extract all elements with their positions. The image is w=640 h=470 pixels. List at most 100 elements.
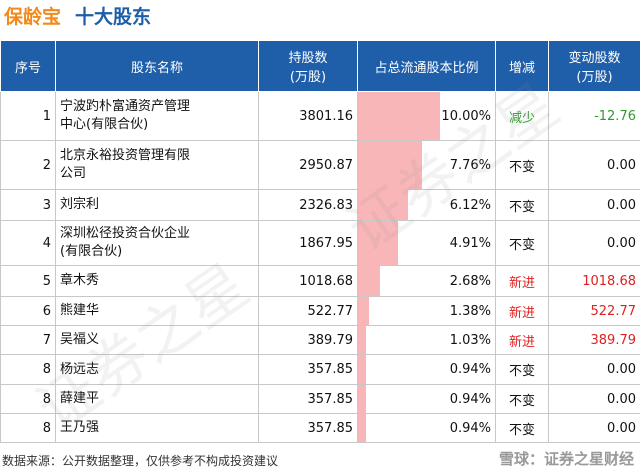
row: 8 薛建平 357.85 0.94% 不变 0.00: [0, 384, 640, 414]
change-shares-cell: 389.79: [548, 325, 640, 355]
ratio-bar: [358, 190, 409, 220]
row: 5 章木秀 1018.68 2.68% 新进 1018.68: [0, 265, 640, 297]
change-cell: 不变: [495, 413, 549, 443]
shares-cell: 2950.87: [258, 140, 358, 190]
ratio-bar: [358, 297, 370, 325]
no-cell: 3: [0, 189, 56, 221]
holder-name: 杨远志: [60, 361, 100, 377]
header-cell: 持股数 (万股): [258, 40, 358, 92]
shares-cell: 357.85: [258, 384, 358, 414]
no-cell: 1: [0, 91, 56, 141]
header-cell: 变动股数 (万股): [548, 40, 640, 92]
header-cell: 序号: [0, 40, 56, 92]
change-cell: 新进: [495, 296, 549, 326]
row: 4 深圳松径投资合伙企业(有限合伙) 1867.95 4.91% 不变 0.00: [0, 220, 640, 266]
change-shares-cell: 1018.68: [548, 265, 640, 297]
change-cell: 新进: [495, 325, 549, 355]
no-cell: 7: [0, 325, 56, 355]
name-cell: 刘宗利: [55, 189, 259, 221]
ratio-label: 7.76%: [449, 157, 491, 173]
ratio-bar: [358, 385, 366, 413]
change-cell: 新进: [495, 265, 549, 297]
name-cell: 杨远志: [55, 354, 259, 385]
ratio-label: 4.91%: [449, 235, 491, 251]
change-cell: 不变: [495, 354, 549, 385]
ratio-label: 0.94%: [449, 391, 491, 407]
ratio-cell: 0.94%: [357, 354, 496, 385]
no-cell: 8: [0, 354, 56, 385]
shares-cell: 389.79: [258, 325, 358, 355]
ratio-cell: 10.00%: [357, 91, 496, 141]
row: 8 王乃强 357.85 0.94% 不变 0.00: [0, 413, 640, 443]
name-cell: 深圳松径投资合伙企业(有限合伙): [55, 220, 259, 266]
ratio-cell: 6.12%: [357, 189, 496, 221]
change-cell: 不变: [495, 140, 549, 190]
holder-name: 宁波趵朴富通资产管理中心(有限合伙): [60, 99, 191, 132]
ratio-label: 0.94%: [449, 420, 491, 436]
ratio-cell: 0.94%: [357, 413, 496, 443]
shares-cell: 3801.16: [258, 91, 358, 141]
name-cell: 吴福义: [55, 325, 259, 355]
ratio-bar: [358, 414, 366, 442]
name-cell: 薛建平: [55, 384, 259, 414]
holder-name: 熊建华: [60, 303, 100, 318]
header-cell: 股东名称: [55, 40, 259, 92]
shares-cell: 2326.83: [258, 189, 358, 221]
change-cell: 不变: [495, 384, 549, 414]
ratio-cell: 1.38%: [357, 296, 496, 326]
change-cell: 减少: [495, 91, 549, 141]
row: 1 宁波趵朴富通资产管理中心(有限合伙) 3801.16 10.00% 减少 -12.76: [0, 91, 640, 141]
holder-name: 吴福义: [60, 332, 100, 347]
shares-cell: 1018.68: [258, 265, 358, 297]
ratio-bar: [358, 92, 440, 140]
change-shares-cell: 522.77: [548, 296, 640, 326]
ratio-bar: [358, 355, 366, 384]
no-cell: 2: [0, 140, 56, 190]
no-cell: 8: [0, 413, 56, 443]
change-shares-cell: 0.00: [548, 354, 640, 385]
topic: 十大股东: [75, 6, 152, 28]
name-cell: 宁波趵朴富通资产管理中心(有限合伙): [55, 91, 259, 141]
ratio-cell: 0.94%: [357, 384, 496, 414]
change-shares-cell: -12.76: [548, 91, 640, 141]
name-cell: 王乃强: [55, 413, 259, 443]
source-note: 数据来源：公开数据整理，仅供参考不构成投资建议: [2, 454, 279, 468]
header-cell: 增减: [495, 40, 549, 92]
ratio-label: 0.94%: [449, 362, 491, 377]
no-cell: 4: [0, 220, 56, 266]
holder-name: 章木秀: [60, 273, 100, 288]
change-shares-cell: 0.00: [548, 413, 640, 443]
holder-name: 深圳松径投资合伙企业(有限合伙): [60, 226, 191, 259]
company: 保龄宝: [4, 6, 62, 28]
change-shares-cell: 0.00: [548, 140, 640, 190]
ratio-bar: [358, 141, 422, 189]
ratio-cell: 4.91%: [357, 220, 496, 266]
shares-cell: 1867.95: [258, 220, 358, 266]
ratio-cell: 2.68%: [357, 265, 496, 297]
holder-name: 薛建平: [60, 391, 100, 406]
name-cell: 北京永裕投资管理有限公司: [55, 140, 259, 190]
holder-name: 北京永裕投资管理有限公司: [60, 148, 191, 181]
name-cell: 章木秀: [55, 265, 259, 297]
ratio-bar: [358, 266, 380, 296]
ratio-label: 1.38%: [449, 303, 491, 319]
shares-cell: 357.85: [258, 413, 358, 443]
shares-cell: 357.85: [258, 354, 358, 385]
holder-name: 王乃强: [60, 420, 100, 435]
brand: 雪球：证券之星财经: [498, 450, 634, 468]
change-shares-cell: 0.00: [548, 189, 640, 221]
ratio-bar: [358, 221, 399, 265]
change-shares-cell: 0.00: [548, 220, 640, 266]
row: 3 刘宗利 2326.83 6.12% 不变 0.00: [0, 189, 640, 221]
name-cell: 熊建华: [55, 296, 259, 326]
change-cell: 不变: [495, 189, 549, 221]
row: 8 杨远志 357.85 0.94% 不变 0.00: [0, 354, 640, 385]
no-cell: 5: [0, 265, 56, 297]
ratio-label: 1.03%: [449, 332, 491, 348]
shares-cell: 522.77: [258, 296, 358, 326]
ratio-label: 6.12%: [449, 197, 491, 213]
holder-name: 刘宗利: [60, 197, 100, 212]
ratio-label: 2.68%: [449, 273, 491, 289]
no-cell: 8: [0, 384, 56, 414]
